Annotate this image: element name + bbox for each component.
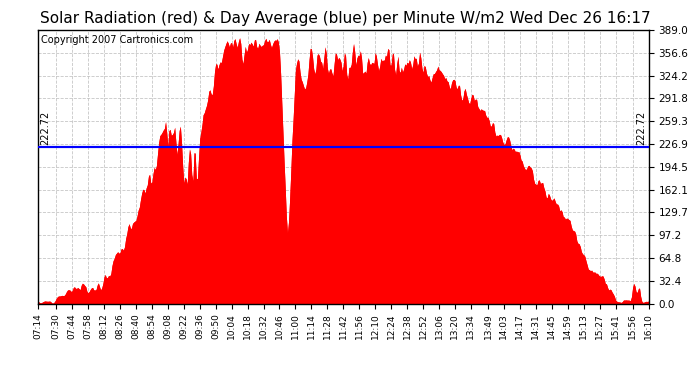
Text: 222.72: 222.72 (40, 111, 50, 145)
Text: Solar Radiation (red) & Day Average (blue) per Minute W/m2 Wed Dec 26 16:17: Solar Radiation (red) & Day Average (blu… (40, 11, 650, 26)
Text: 222.72: 222.72 (636, 111, 647, 145)
Text: Copyright 2007 Cartronics.com: Copyright 2007 Cartronics.com (41, 36, 193, 45)
